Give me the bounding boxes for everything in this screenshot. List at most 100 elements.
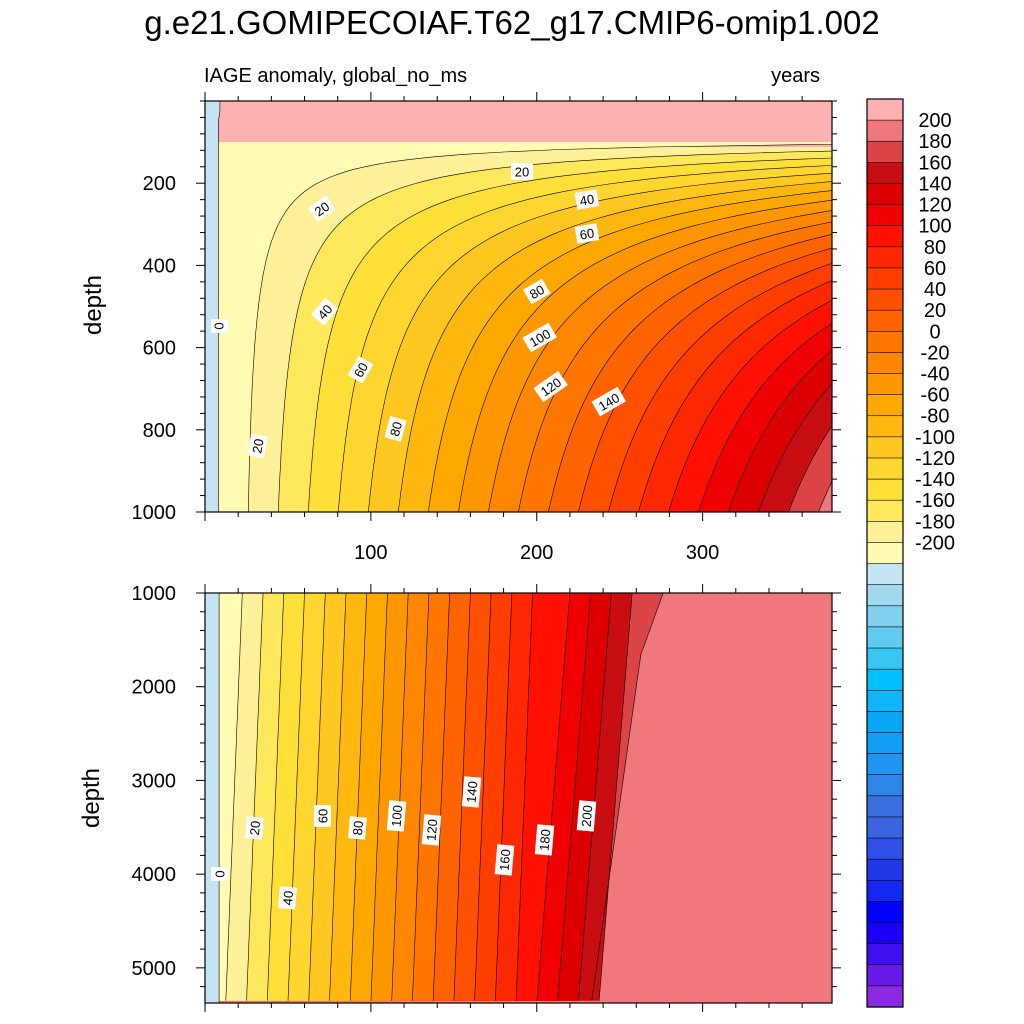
colorbar-swatch (866, 647, 904, 670)
colorbar-swatch (866, 584, 904, 607)
lower-contour-label-bg (386, 800, 407, 832)
upper-contour-label: 80 (384, 416, 407, 442)
colorbar-tick-label: -80 (921, 406, 950, 428)
lower-contour-line-20 (246, 593, 264, 1001)
lower-contour-label-bg (348, 816, 367, 840)
colorbar-swatch (866, 246, 904, 269)
lower-contour-label: 100 (386, 800, 407, 832)
upper-panel-fill (205, 101, 832, 512)
lower-contour-label: 140 (461, 776, 482, 808)
colorbar-frame (866, 98, 904, 1008)
colorbar-swatch (866, 774, 904, 797)
colorbar-swatch (866, 732, 904, 755)
colorbar-tick-label: 140 (918, 173, 951, 195)
upper-fill-band-20 (205, 149, 832, 512)
colorbar-swatch (866, 964, 904, 987)
lower-contour-line-100 (412, 593, 430, 1001)
colorbar-tick-label: -40 (921, 364, 950, 386)
lower-y-tick-label: 3000 (132, 770, 177, 792)
upper-y-tick-label: 600 (143, 338, 176, 360)
colorbar-swatch (866, 922, 904, 945)
colorbar-swatch (866, 795, 904, 818)
upper-contour-line-130 (608, 262, 832, 512)
lower-contour-line-60 (329, 593, 347, 1001)
upper-contour-line-50 (368, 172, 832, 512)
colorbar-tick-label: -200 (915, 532, 955, 554)
upper-contour-label-text: 20 (312, 199, 332, 220)
upper-contour-line-170 (728, 350, 832, 512)
colorbar-swatch (866, 668, 904, 691)
colorbar-swatch (866, 183, 904, 206)
lower-contour-label: 80 (348, 816, 367, 840)
upper-contour-label: 60 (347, 355, 374, 384)
colorbar-swatch (866, 394, 904, 417)
lower-panel-contour-lines (225, 593, 664, 1001)
colorbar-tick-label: 0 (929, 321, 940, 343)
upper-contour-label: 40 (311, 297, 339, 326)
lower-contour-line-110 (432, 593, 450, 1001)
colorbar-swatch (866, 542, 904, 565)
upper-contour-label-text: 20 (515, 165, 529, 180)
lower-contour-label-bg (494, 844, 515, 876)
upper-y-tick-label: 400 (143, 255, 176, 277)
colorbar-tick-label: -140 (915, 469, 955, 491)
upper-contour-label-text: 20 (249, 438, 266, 455)
colorbar-swatch (866, 753, 904, 776)
lower-contour-label-text: 80 (350, 820, 366, 836)
upper-contour-label: 60 (574, 223, 600, 244)
colorbar-swatch (866, 521, 904, 544)
colorbar-tick-label: -100 (915, 427, 955, 449)
lower-contour-line-190 (598, 593, 633, 1001)
x-tick-label: 300 (686, 542, 719, 564)
upper-negative-region (205, 101, 221, 512)
upper-contour-label-bg (211, 319, 228, 333)
colorbar-tick-label: -120 (915, 448, 955, 470)
upper-contour-label-text: 60 (351, 360, 371, 380)
colorbar-swatch (866, 267, 904, 290)
upper-contour-label-bg (574, 223, 600, 244)
colorbar-swatch (866, 309, 904, 332)
upper-contour-label-bg (591, 386, 626, 417)
colorbar-swatch (866, 985, 904, 1008)
lower-contour-line-70 (349, 593, 367, 1001)
upper-contour-line-110 (548, 233, 832, 512)
colorbar-tick-label: 40 (924, 279, 946, 301)
colorbar-tick-label: 200 (918, 110, 951, 132)
upper-contour-line-120 (578, 247, 832, 512)
upper-contour-label: 0 (211, 319, 228, 333)
lower-contour-label-text: 160 (497, 849, 514, 872)
colorbar-swatch (866, 162, 904, 185)
colorbar-swatch (866, 352, 904, 375)
lower-contour-label-bg (534, 824, 555, 856)
colorbar-tick-label: 160 (918, 152, 951, 174)
upper-contour-line-80 (458, 199, 832, 512)
colorbar-swatch (866, 880, 904, 903)
lower-contour-line-140 (495, 593, 513, 1001)
lower-contour-label-text: 180 (537, 829, 554, 852)
upper-panel-frame (204, 100, 833, 513)
colorbar-tick-label: -20 (921, 342, 950, 364)
lower-y-tick-label: 2000 (132, 677, 177, 699)
upper-contour-label-text: 80 (527, 282, 547, 302)
lower-contour-label: 40 (278, 886, 297, 910)
variable-label: IAGE anomaly, global_no_ms (204, 65, 467, 87)
upper-contour-label-bg (347, 355, 374, 384)
lower-contour-label: 180 (534, 824, 555, 856)
lower-contour-label-text: 140 (464, 781, 481, 804)
colorbar-swatch (866, 436, 904, 459)
colorbar-swatch (866, 901, 904, 924)
upper-contour-line-100 (518, 221, 832, 512)
upper-y-tick-label: 1000 (132, 502, 177, 524)
colorbar-tick-label: 60 (924, 258, 946, 280)
colorbar-swatch (866, 499, 904, 522)
upper-contour-label-text: 80 (387, 420, 405, 438)
units-label: years (771, 65, 820, 87)
colorbar-swatch (866, 140, 904, 163)
colorbar-swatch (866, 816, 904, 839)
colorbar-tick-label: -160 (915, 490, 955, 512)
upper-contour-label-text: 60 (579, 225, 596, 242)
colorbar-swatch (866, 858, 904, 881)
upper-contour-label-bg (533, 371, 568, 403)
lower-contour-label-bg (314, 805, 331, 827)
